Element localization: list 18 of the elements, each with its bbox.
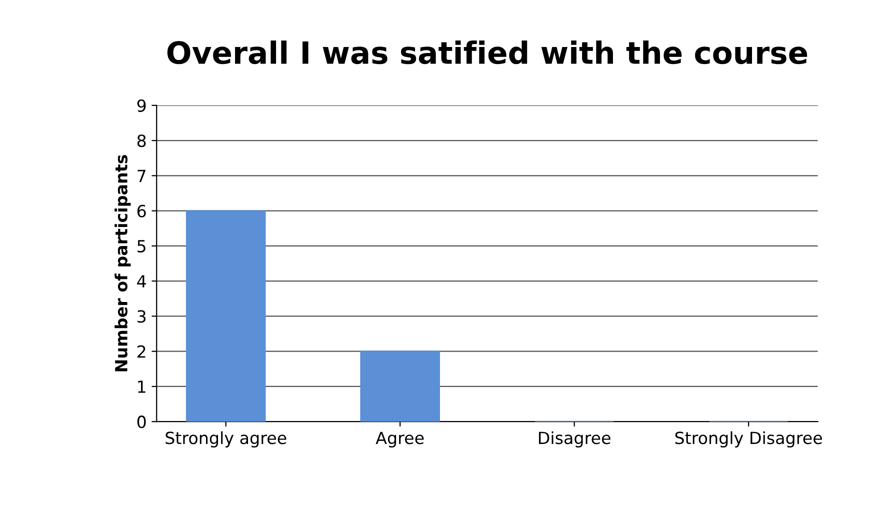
y-tick-label: 1 <box>138 380 146 393</box>
y-tick-label: 2 <box>137 345 146 358</box>
chart-title: Overall I was satified with the course <box>167 40 808 64</box>
y-tick-label: 6 <box>137 204 146 218</box>
bar <box>360 350 440 422</box>
x-tick-label: Agree <box>376 432 424 448</box>
x-tick-label: Disagree <box>538 431 610 448</box>
y-tick-label: 3 <box>138 310 146 323</box>
x-tick-label: Strongly agree <box>166 431 286 448</box>
y-tick-label: 5 <box>138 240 146 252</box>
y-tick-label: 4 <box>137 275 146 288</box>
bar <box>186 210 266 422</box>
y-tick-label: 0 <box>137 416 146 428</box>
x-tick-label: Strongly Disagree <box>675 431 822 448</box>
y-axis-title: Number of participants <box>114 155 131 372</box>
y-tick-label: 9 <box>137 99 146 112</box>
y-tick-label: 7 <box>138 170 146 182</box>
y-tick-label: 8 <box>137 134 146 148</box>
